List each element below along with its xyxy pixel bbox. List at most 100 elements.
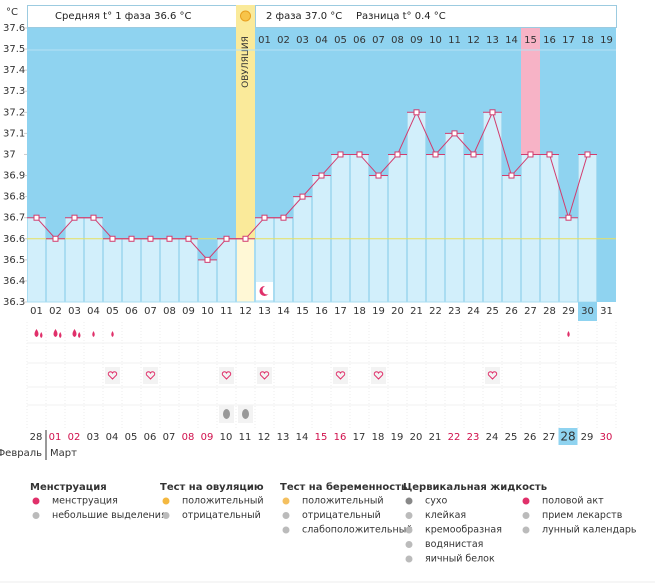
temperature-point (109, 235, 116, 242)
legend-item: яичный белок (425, 554, 495, 565)
phase2-day: 16 (543, 35, 556, 46)
cycle-day: 25 (486, 306, 499, 317)
cycle-day: 28 (543, 306, 556, 317)
sun-icon (240, 10, 251, 22)
date-label: 10 (220, 432, 233, 443)
legend-item: отрицательный (182, 510, 261, 521)
header-box (255, 5, 617, 28)
date-label: 22 (448, 432, 461, 443)
drop-icon (40, 332, 43, 338)
legend-icon (282, 512, 290, 519)
temperature-bar (141, 238, 160, 303)
date-label: 11 (239, 432, 252, 443)
date-label: 18 (372, 432, 385, 443)
date-label: 23 (467, 432, 480, 443)
temperature-point (356, 151, 363, 158)
phase2-day: 13 (486, 35, 499, 46)
drop-icon (111, 331, 114, 337)
cycle-day: 01 (30, 306, 43, 317)
temperature-point (527, 151, 534, 158)
date-label: 16 (334, 432, 347, 443)
temperature-point (413, 109, 420, 116)
y-tick-label: 36.9 (3, 171, 25, 182)
heart-icon (145, 371, 156, 380)
phase2-day: 07 (372, 35, 385, 46)
temperature-bar (426, 153, 445, 303)
cycle-day: 15 (296, 306, 309, 317)
cycle-day: 13 (258, 306, 271, 317)
temperature-point (52, 235, 59, 242)
date-label: 02 (68, 432, 81, 443)
legend-item: прием лекарств (542, 510, 623, 521)
y-tick-label: 37.6 (3, 23, 25, 34)
heart-icon (335, 371, 346, 380)
drop-icon (72, 329, 77, 337)
phase2-day: 14 (505, 35, 518, 46)
temperature-point (166, 235, 173, 242)
phase2-day: 11 (448, 35, 461, 46)
temperature-bar (559, 217, 578, 303)
drop-icon (59, 332, 62, 338)
heart-cell (485, 367, 500, 384)
legend-icon (162, 512, 170, 519)
legend-item: положительный (182, 496, 264, 507)
legend-item: кремообразная (425, 525, 502, 536)
cycle-day: 20 (391, 306, 404, 317)
temperature-bar (65, 217, 84, 303)
drop-icon (567, 331, 570, 337)
temperature-bar (464, 153, 483, 303)
y-tick-label: 37.4 (3, 65, 25, 76)
legend-item: небольшие выделения (52, 510, 167, 521)
phase2-day: 17 (562, 35, 575, 46)
heart-cell (257, 367, 272, 384)
cycle-day: 26 (505, 306, 518, 317)
date-label: 07 (163, 432, 176, 443)
temperature-point (451, 130, 458, 137)
egg-white-icon (223, 409, 230, 419)
legend-item: лунный календарь (542, 525, 637, 536)
date-label: 06 (144, 432, 157, 443)
legend-icon (282, 526, 290, 534)
cycle-day: 12 (239, 306, 252, 317)
moon-shade (262, 285, 272, 295)
cycle-day: 19 (372, 306, 385, 317)
phase2-average: 2 фаза 37.0 °C (266, 11, 342, 22)
drop-icon (92, 331, 95, 337)
temperature-bar (483, 111, 502, 303)
date-label: 20 (410, 432, 423, 443)
y-tick-label: 37.5 (3, 44, 25, 55)
temperature-bar (217, 238, 236, 303)
temperature-bar (27, 217, 46, 303)
date-label: 15 (315, 432, 328, 443)
temperature-bar (103, 238, 122, 303)
cycle-day: 21 (410, 306, 423, 317)
phase2-day: 08 (391, 35, 404, 46)
temperature-point (299, 193, 306, 200)
date-label: 12 (258, 432, 271, 443)
phase2-day: 12 (467, 35, 480, 46)
legend-icon (405, 555, 413, 563)
heart-cell (219, 367, 234, 384)
phase2-day: 05 (334, 35, 347, 46)
temperature-bar (122, 238, 141, 303)
phase2-day: 01 (258, 35, 271, 46)
heart-icon (259, 371, 270, 380)
phase2-day: 06 (353, 35, 366, 46)
legend-item: клейкая (425, 510, 466, 521)
temperature-bar (84, 217, 103, 303)
cycle-day: 16 (315, 306, 328, 317)
y-tick-label: 37.3 (3, 86, 25, 97)
phase2-day: 10 (429, 35, 442, 46)
temperature-point (204, 256, 211, 263)
temperature-bar (388, 153, 407, 303)
cycle-day: 31 (600, 306, 613, 317)
phase2-day: 02 (277, 35, 290, 46)
legend-icon (522, 512, 530, 519)
temperature-point (470, 151, 477, 158)
date-label: 27 (543, 432, 556, 443)
legend-icon (522, 497, 530, 505)
legend-item: менструация (52, 496, 118, 507)
temperature-point (261, 214, 268, 221)
temperature-point (280, 214, 287, 221)
